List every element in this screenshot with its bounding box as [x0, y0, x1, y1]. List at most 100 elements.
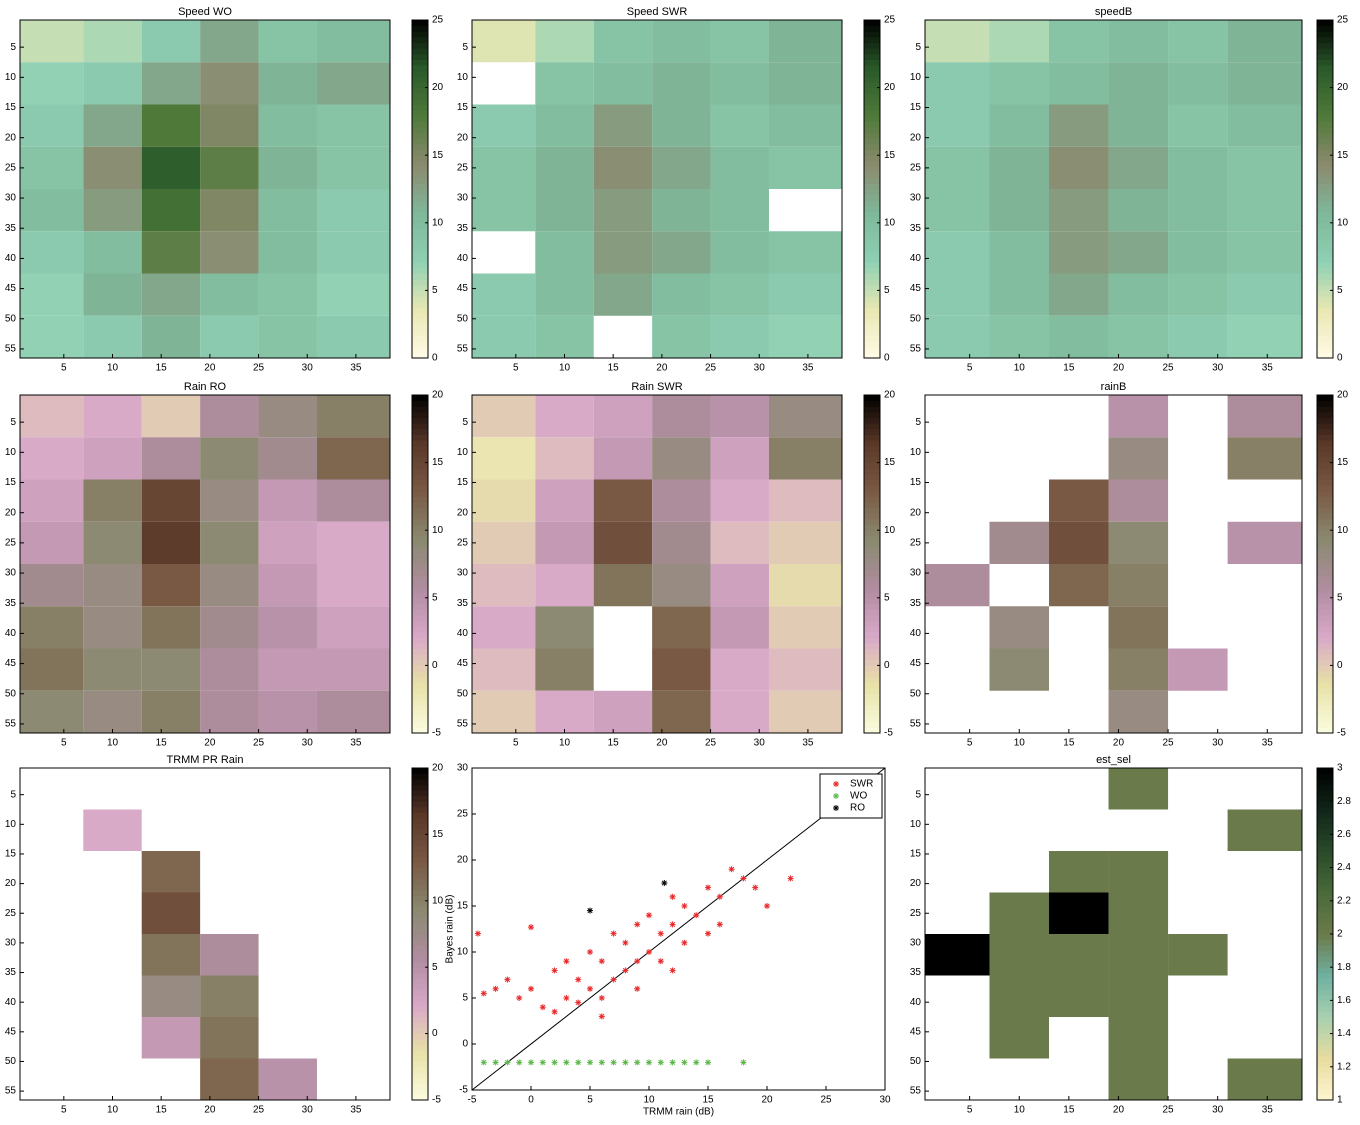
colorbar-swatch	[412, 302, 428, 308]
colorbar-swatch	[1317, 401, 1333, 407]
colorbar-swatch	[1317, 189, 1333, 195]
heat-cell	[652, 189, 710, 231]
colorbar-tick-label: 0	[1337, 660, 1343, 671]
colorbar-swatch	[412, 995, 428, 1001]
y-tick-label: 10	[5, 447, 17, 458]
heat-cell	[535, 274, 593, 316]
colorbar-swatch	[1317, 223, 1333, 229]
colorbar-swatch	[1317, 688, 1333, 694]
colorbar-swatch	[412, 536, 428, 542]
heat-cell	[769, 522, 842, 564]
figure: 5101520253035510152025303540455055Speed …	[0, 0, 1360, 1120]
heat-cell	[769, 691, 842, 733]
colorbar-swatch	[412, 768, 428, 774]
heat-cell	[20, 231, 83, 273]
heat-cell	[317, 316, 390, 358]
heat-cell	[472, 437, 535, 479]
heat-cell	[259, 62, 317, 104]
chart-title: Speed SWR	[627, 6, 688, 18]
colorbar-swatch	[1317, 268, 1333, 274]
colorbar-swatch	[864, 620, 880, 626]
heat-cell	[769, 62, 842, 104]
heat-cell	[200, 564, 258, 606]
y-tick-label: 20	[910, 878, 922, 889]
colorbar-swatch	[864, 412, 880, 418]
heat-cell	[1049, 522, 1109, 564]
y-tick-label: 45	[910, 658, 922, 669]
colorbar-tick-label: 15	[432, 150, 444, 161]
colorbar-swatch	[864, 632, 880, 638]
colorbar-tick-label: 0	[432, 353, 438, 364]
colorbar-swatch	[864, 626, 880, 632]
y-tick-label: 55	[910, 719, 922, 730]
heat-cell	[769, 231, 842, 273]
colorbar-swatch	[864, 440, 880, 446]
point	[611, 1059, 617, 1065]
colorbar-swatch	[1317, 195, 1333, 201]
heat-cell	[1049, 189, 1109, 231]
colorbar-swatch	[864, 558, 880, 564]
heat-cell	[1109, 1017, 1169, 1059]
x-tick-label: 30	[302, 738, 314, 749]
x-tick-label: 35	[350, 1105, 362, 1116]
colorbar-swatch	[412, 710, 428, 716]
colorbar-swatch	[864, 76, 880, 82]
point	[599, 1059, 605, 1065]
heat-cell	[1109, 649, 1169, 691]
heat-cell	[535, 691, 593, 733]
x-tick-label: 15	[608, 363, 620, 374]
colorbar-swatch	[412, 699, 428, 705]
point	[729, 866, 735, 872]
colorbar-swatch	[412, 553, 428, 559]
heat-cell	[925, 62, 989, 104]
heat-cell	[317, 480, 390, 522]
heat-cell	[989, 522, 1049, 564]
heat-cell	[989, 316, 1049, 358]
colorbar-swatch	[412, 845, 428, 851]
y-tick-label: 10	[457, 72, 469, 83]
heat-cell	[472, 691, 535, 733]
colorbar-swatch	[1317, 840, 1333, 846]
colorbar-swatch	[412, 862, 428, 868]
colorbar-swatch	[1317, 722, 1333, 728]
x-tick-label: 25	[1163, 738, 1175, 749]
colorbar-swatch	[412, 401, 428, 407]
heat-cell	[652, 316, 710, 358]
heat-cell	[20, 20, 83, 62]
heat-cell	[200, 480, 258, 522]
colorbar-swatch	[864, 257, 880, 263]
colorbar-swatch	[864, 530, 880, 536]
heat-cell	[259, 606, 317, 648]
heat-cell	[1109, 522, 1169, 564]
y-tick-label: 35	[910, 967, 922, 978]
colorbar-tick-label: 0	[884, 353, 890, 364]
colorbar-swatch	[864, 496, 880, 502]
heat-cell	[142, 976, 200, 1018]
heat-cell	[200, 649, 258, 691]
heat-cell	[142, 480, 200, 522]
colorbar-swatch	[412, 48, 428, 54]
heat-cell	[535, 522, 593, 564]
colorbar-swatch	[864, 200, 880, 206]
heat-cell	[142, 606, 200, 648]
colorbar-tick-label: 2.6	[1337, 829, 1351, 840]
heat-cell	[200, 1017, 258, 1059]
colorbar-swatch	[1317, 779, 1333, 785]
point	[670, 921, 676, 927]
colorbar-swatch	[412, 868, 428, 874]
colorbar-swatch	[864, 313, 880, 319]
colorbar-swatch	[412, 313, 428, 319]
heat-cell	[472, 316, 535, 358]
heat-cell	[142, 851, 200, 893]
colorbar-tick-label: 10	[432, 217, 444, 228]
colorbar-swatch	[1317, 519, 1333, 525]
heat-cell	[142, 1017, 200, 1059]
colorbar-swatch	[864, 446, 880, 452]
colorbar-swatch	[864, 133, 880, 139]
heat-cell	[769, 564, 842, 606]
point	[611, 931, 617, 937]
heat-cell	[769, 316, 842, 358]
colorbar-swatch	[412, 290, 428, 296]
heat-cell	[594, 20, 652, 62]
heat-cell	[925, 316, 989, 358]
